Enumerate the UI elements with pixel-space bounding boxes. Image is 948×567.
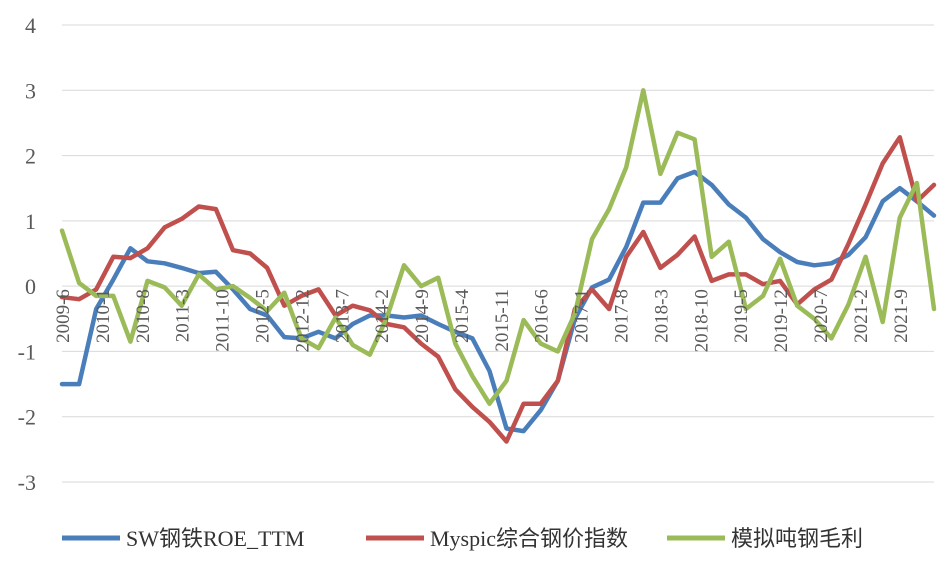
x-tick-label: 2013-7 <box>332 289 353 343</box>
y-tick-label: -2 <box>18 405 36 430</box>
x-tick-label: 2021-2 <box>851 289 872 343</box>
y-axis-tick-labels: 4 3 2 1 0 -1 -2 -3 <box>18 13 36 495</box>
x-tick-label: 2012-12 <box>292 289 313 352</box>
y-tick-label: 1 <box>25 209 36 234</box>
y-tick-label: 2 <box>25 144 36 169</box>
y-tick-label: 0 <box>25 274 36 299</box>
x-tick-label: 2011-3 <box>173 289 194 342</box>
x-tick-label: 2019-12 <box>771 289 792 352</box>
y-tick-label: -3 <box>18 470 36 495</box>
x-tick-label: 2020-7 <box>811 289 832 343</box>
x-tick-label: 2018-3 <box>651 289 672 343</box>
x-tick-label: 2021-9 <box>891 289 912 343</box>
x-tick-label: 2010-8 <box>133 289 154 343</box>
x-tick-label: 2014-2 <box>372 289 393 343</box>
x-tick-label: 2018-10 <box>691 289 712 352</box>
x-tick-label: 2014-9 <box>412 289 433 343</box>
y-tick-label: -1 <box>18 339 36 364</box>
x-tick-label: 2015-4 <box>452 289 473 343</box>
x-tick-label: 2012-5 <box>253 289 274 343</box>
legend-label-1: SW钢铁ROE_TTM <box>126 526 304 551</box>
legend: SW钢铁ROE_TTM Myspic综合钢价指数 模拟吨钢毛利 <box>62 526 863 551</box>
x-tick-label: 2010-1 <box>93 289 114 343</box>
y-tick-label: 4 <box>25 13 36 38</box>
x-axis-tick-labels: 2009-6 2010-1 2010-8 2011-3 2011-10 2012-5 201… <box>53 289 912 353</box>
x-tick-label: 2017-8 <box>612 289 633 343</box>
series-line-3 <box>59 88 937 406</box>
x-tick-label: 2011-10 <box>213 289 234 352</box>
series-line-2 <box>59 135 937 444</box>
x-tick-label: 2016-6 <box>532 289 553 343</box>
legend-label-3: 模拟吨钢毛利 <box>731 526 863 551</box>
series-line-1 <box>59 169 937 434</box>
x-tick-label: 2015-11 <box>492 289 513 352</box>
y-tick-label: 3 <box>25 78 36 103</box>
x-tick-label: 2019-5 <box>731 289 752 343</box>
legend-label-2: Myspic综合钢价指数 <box>430 526 628 551</box>
x-tick-label: 2017-1 <box>572 289 593 343</box>
gridlines <box>62 24 934 483</box>
series-lines <box>59 88 937 444</box>
x-tick-label: 2009-6 <box>53 289 74 343</box>
